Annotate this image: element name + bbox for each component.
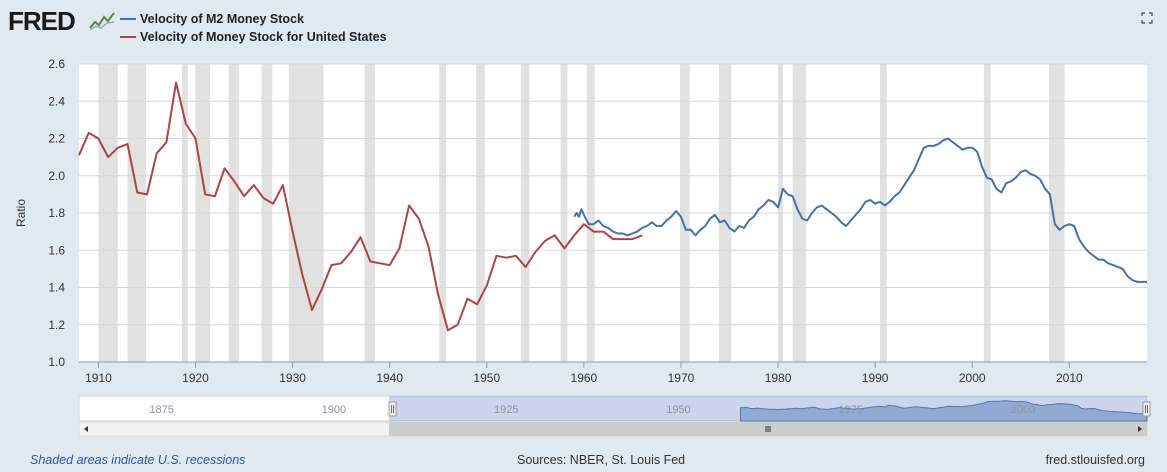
chart-line-icon	[89, 10, 115, 32]
legend-swatch	[120, 36, 136, 38]
navigator-tick-label: 1950	[666, 404, 690, 416]
navigator-tick-label: 1875	[149, 404, 173, 416]
x-tick-label: 1950	[473, 371, 500, 385]
y-tick-label: 2.4	[48, 94, 65, 108]
y-tick-label: 1.2	[48, 318, 65, 332]
recession-note: Shaded areas indicate U.S. recessions	[30, 453, 246, 467]
y-tick-label: 1.8	[48, 206, 65, 220]
handle-box	[1142, 401, 1151, 417]
x-tick-label: 2010	[1056, 371, 1083, 385]
grip-icon	[765, 426, 771, 432]
scroll-right-arrow-icon[interactable]	[1138, 426, 1142, 432]
series-line-us	[78, 81, 643, 332]
chart-legend: Velocity of M2 Money Stock Velocity of M…	[120, 10, 387, 46]
y-tick-label: 1.4	[48, 281, 65, 295]
navigator-tick-label: 1975	[838, 404, 862, 416]
y-tick-label: 2.0	[48, 169, 65, 183]
sources-text: Sources: NBER, St. Louis Fed	[517, 453, 686, 467]
x-tick-label: 2000	[959, 371, 986, 385]
navigator-handle-left[interactable]	[388, 401, 397, 417]
navigator-handle-right[interactable]	[1142, 401, 1151, 417]
navigator-tick-label: 1900	[322, 404, 346, 416]
navigator-tick-label: 2000	[1011, 404, 1035, 416]
legend-label: Velocity of M2 Money Stock	[140, 12, 304, 26]
x-tick-label: 1990	[862, 371, 889, 385]
site-link[interactable]: fred.stlouisfed.org	[1045, 453, 1145, 467]
x-tick-label: 1920	[182, 371, 209, 385]
x-tick-label: 1960	[571, 371, 598, 385]
navigator-tick-label: 1925	[494, 404, 518, 416]
fred-logo: FRED	[8, 6, 76, 36]
y-tick-label: 1.6	[48, 243, 65, 257]
scroll-left-arrow-icon[interactable]	[84, 426, 88, 432]
y-tick-label: 2.6	[48, 57, 65, 71]
series-line-m2	[573, 137, 1147, 283]
legend-item-us[interactable]: Velocity of Money Stock for United State…	[120, 28, 387, 46]
x-tick-label: 1940	[376, 371, 403, 385]
navigator-series	[739, 400, 1148, 422]
x-tick-label: 1930	[279, 371, 306, 385]
handle-box	[388, 401, 397, 417]
legend-item-m2[interactable]: Velocity of M2 Money Stock	[120, 10, 387, 28]
navigator-selection	[389, 396, 1147, 421]
y-tick-label: 1.0	[48, 355, 65, 369]
y-tick-label: 2.2	[48, 132, 65, 146]
legend-swatch	[120, 18, 136, 20]
expand-icon[interactable]	[1141, 12, 1153, 24]
legend-label: Velocity of Money Stock for United State…	[140, 30, 387, 44]
x-tick-label: 1970	[668, 371, 695, 385]
x-tick-label: 1910	[85, 371, 112, 385]
x-tick-label: 1980	[765, 371, 792, 385]
y-axis-label: Ratio	[14, 199, 28, 227]
